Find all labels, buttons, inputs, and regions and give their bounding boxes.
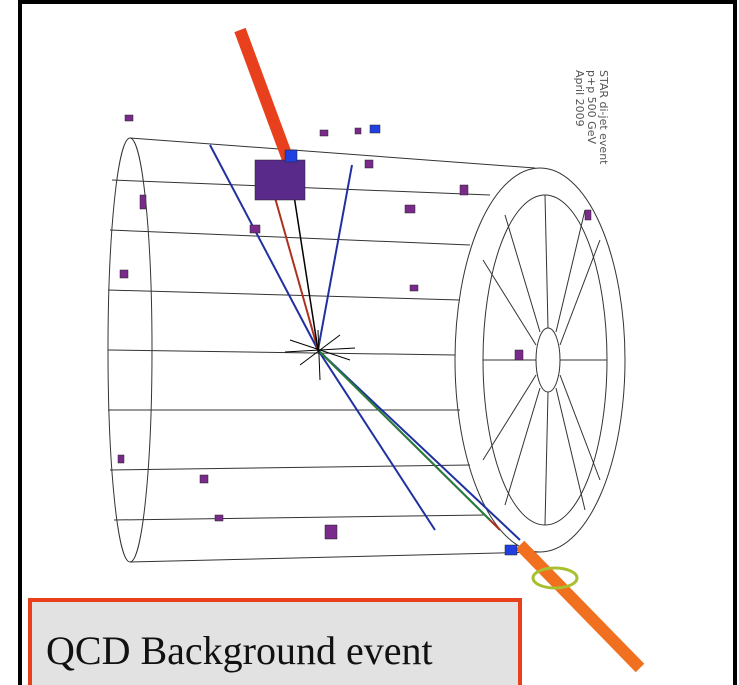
frame xyxy=(20,2,735,685)
annotation-line: April 2009 xyxy=(573,70,586,127)
page: STAR di-jet event p+p 500 GeV April 2009… xyxy=(0,0,739,685)
caption: QCD Background event xyxy=(46,628,433,673)
event-display: STAR di-jet event p+p 500 GeV April 2009… xyxy=(0,0,739,685)
